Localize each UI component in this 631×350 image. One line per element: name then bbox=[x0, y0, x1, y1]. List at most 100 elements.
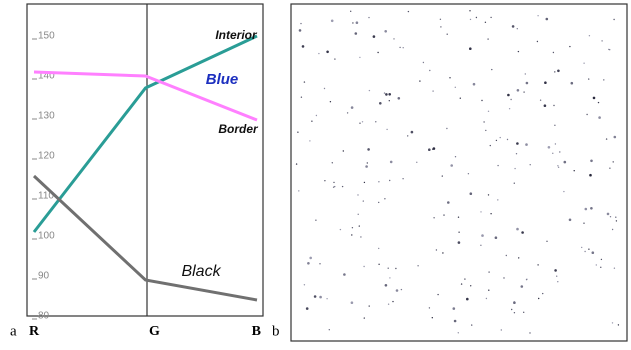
noise-dot bbox=[600, 267, 601, 268]
noise-dot bbox=[296, 163, 297, 164]
noise-dot bbox=[509, 108, 510, 109]
noise-dot bbox=[609, 168, 610, 169]
noise-dot bbox=[571, 82, 574, 85]
noise-dot bbox=[455, 87, 456, 88]
noise-dot bbox=[483, 121, 484, 122]
noise-dot bbox=[526, 279, 527, 280]
noise-dot bbox=[540, 100, 541, 101]
noise-dot bbox=[384, 198, 385, 199]
noise-dot bbox=[497, 199, 498, 200]
noise-dot bbox=[355, 32, 358, 35]
noise-dot bbox=[496, 140, 497, 141]
noise-dot bbox=[333, 187, 334, 188]
noise-dot bbox=[548, 146, 551, 149]
noise-dot bbox=[537, 264, 538, 265]
noise-dot bbox=[378, 202, 379, 203]
noise-dot bbox=[436, 249, 437, 250]
noise-dot bbox=[375, 121, 376, 122]
noise-dot bbox=[362, 121, 363, 122]
noise-dot bbox=[589, 35, 590, 36]
noise-dot bbox=[552, 153, 553, 154]
noise-dot bbox=[466, 298, 469, 301]
noise-dot bbox=[333, 182, 334, 183]
noise-dot bbox=[458, 232, 459, 233]
noise-dot bbox=[583, 63, 584, 64]
noise-dot bbox=[319, 296, 322, 299]
noise-dot bbox=[433, 217, 434, 218]
noise-dot bbox=[490, 213, 491, 214]
x-tick-label: G bbox=[149, 324, 160, 339]
noise-dot bbox=[326, 298, 327, 299]
noise-dot bbox=[340, 229, 341, 230]
noise-dot bbox=[490, 145, 491, 146]
noise-dot bbox=[615, 217, 616, 218]
noise-dot bbox=[603, 79, 604, 80]
noise-dot bbox=[352, 227, 353, 228]
noise-dot bbox=[503, 277, 504, 278]
noise-dot bbox=[613, 19, 614, 20]
noise-dot bbox=[352, 22, 353, 23]
noise-dot bbox=[613, 161, 614, 162]
noise-dot bbox=[378, 248, 379, 249]
noise-dot bbox=[458, 241, 461, 244]
noise-dot bbox=[458, 217, 459, 218]
noise-dot bbox=[454, 320, 457, 323]
noise-dot bbox=[395, 268, 396, 269]
noise-dot bbox=[596, 264, 597, 265]
noise-dot bbox=[469, 10, 470, 11]
noise-dot bbox=[574, 170, 575, 171]
figure: a b Blue 8090100110120130140150RGBInteri… bbox=[0, 0, 631, 345]
noise-dot bbox=[485, 130, 486, 131]
noise-dot bbox=[506, 255, 507, 256]
noise-dot bbox=[388, 268, 389, 269]
noise-dot bbox=[331, 20, 334, 23]
noise-dot bbox=[559, 151, 560, 152]
noise-dot bbox=[319, 263, 320, 264]
noise-dot bbox=[460, 98, 461, 99]
noise-dot bbox=[468, 173, 469, 174]
noise-dot bbox=[343, 150, 344, 151]
noise-dot bbox=[589, 174, 592, 177]
noise-dot bbox=[396, 289, 399, 292]
noise-dot bbox=[437, 294, 438, 295]
noise-dot bbox=[359, 57, 360, 58]
noise-dot bbox=[455, 156, 456, 157]
noise-dot bbox=[453, 307, 456, 310]
noise-dot bbox=[408, 11, 409, 12]
noise-dot bbox=[585, 208, 588, 211]
noise-dot bbox=[389, 180, 390, 181]
series-label: Interior bbox=[215, 28, 258, 42]
noise-dot bbox=[389, 100, 390, 101]
y-tick-label: 90 bbox=[38, 271, 50, 282]
noise-dot bbox=[593, 97, 596, 100]
noise-dot bbox=[373, 35, 376, 38]
noise-dot bbox=[299, 29, 302, 32]
noise-dot bbox=[518, 257, 519, 258]
noise-dot bbox=[386, 129, 387, 130]
noise-dot bbox=[614, 136, 617, 139]
noise-dot bbox=[440, 19, 441, 20]
noise-dot bbox=[442, 252, 443, 253]
noise-dot bbox=[516, 153, 517, 154]
noise-dot bbox=[487, 38, 488, 39]
noise-dot bbox=[523, 312, 524, 313]
noise-dot bbox=[347, 112, 348, 113]
noise-dot bbox=[546, 241, 547, 242]
y-tick-label: 130 bbox=[38, 111, 55, 122]
noise-dot bbox=[432, 317, 433, 318]
noise-dot bbox=[586, 114, 587, 115]
noise-dot bbox=[324, 180, 325, 181]
noise-dot bbox=[607, 213, 610, 216]
y-tick-label: 120 bbox=[38, 151, 55, 162]
noise-dot bbox=[514, 168, 515, 169]
noise-dot bbox=[526, 82, 529, 85]
y-tick-label: 150 bbox=[38, 31, 55, 42]
noise-dot bbox=[423, 62, 424, 63]
noise-dot bbox=[351, 301, 354, 304]
noise-dot bbox=[612, 322, 613, 323]
noise-dot bbox=[517, 89, 520, 92]
noise-dot bbox=[553, 105, 554, 106]
noise-dot bbox=[368, 17, 369, 18]
panel-label: b bbox=[272, 323, 280, 339]
noise-dot bbox=[416, 162, 417, 163]
